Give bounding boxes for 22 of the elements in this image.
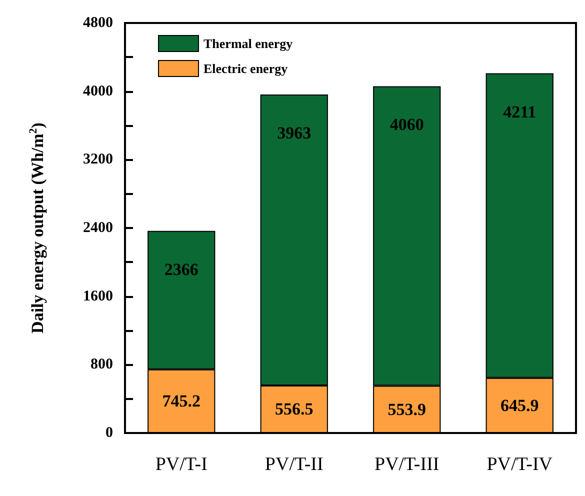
total-label: 3963 bbox=[277, 123, 312, 142]
legend-label: Thermal energy bbox=[204, 36, 294, 51]
data-label: 745.2 bbox=[162, 392, 200, 411]
x-tick-label: PV/T-I bbox=[155, 454, 208, 475]
y-tick-label: 0 bbox=[106, 425, 113, 441]
x-tick-label: PV/T-IV bbox=[486, 454, 553, 475]
x-tick-label: PV/T-III bbox=[374, 454, 440, 475]
y-tick-label: 3200 bbox=[83, 152, 113, 168]
y-tick-label: 4800 bbox=[83, 15, 113, 31]
y-axis-title: Daily energy output (Wh/m2) bbox=[28, 122, 47, 334]
total-label: 4211 bbox=[503, 102, 536, 122]
legend-label: Electric energy bbox=[204, 61, 288, 76]
y-tick-label: 800 bbox=[90, 356, 113, 373]
data-label: 645.9 bbox=[500, 396, 539, 415]
y-tick-label: 2400 bbox=[83, 220, 113, 236]
y-tick-label: 4000 bbox=[83, 83, 113, 100]
y-tick-label: 1600 bbox=[83, 288, 113, 304]
total-label: 4060 bbox=[390, 115, 424, 134]
total-label: 2366 bbox=[164, 260, 198, 279]
x-tick-label: PV/T-II bbox=[264, 454, 324, 475]
data-label: 553.9 bbox=[388, 400, 426, 419]
data-label: 556.5 bbox=[275, 400, 314, 419]
